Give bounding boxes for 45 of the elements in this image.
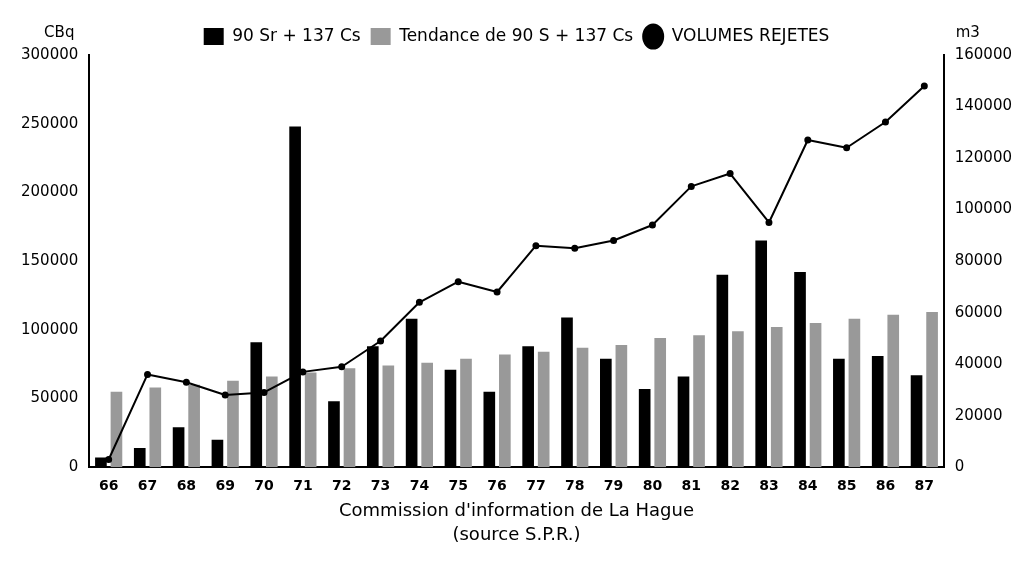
x-tick-label: 87	[914, 477, 935, 494]
y2-tick-label: 140000	[954, 96, 1012, 115]
x-tick-label: 69	[215, 477, 235, 494]
x-tick-label: 68	[176, 477, 197, 494]
text: (source S.P.R.)	[451, 522, 582, 546]
legend-label: VOLUMES REJETES	[671, 24, 830, 45]
y2-tick-label: 0	[954, 457, 965, 476]
y-tick-label: 200000	[21, 182, 79, 201]
x-tick-label: 66	[98, 477, 119, 494]
y-tick-label: 50000	[30, 388, 79, 407]
y2-tick-label: 160000	[954, 44, 1012, 63]
x-tick-label: 73	[370, 477, 391, 494]
x-tick-label: 83	[759, 477, 779, 494]
y2-tick-label: 100000	[954, 199, 1012, 218]
x-tick-label: 72	[331, 477, 352, 494]
x-tick-label: 79	[603, 477, 624, 494]
x-tick-label: 67	[137, 477, 158, 494]
x-tick-label: 86	[875, 477, 896, 494]
x-tick-label: 77	[526, 477, 546, 494]
x-tick-label: 85	[836, 477, 857, 494]
x-tick-label: 80	[642, 477, 663, 494]
y-axis-title: CBq	[44, 23, 75, 42]
x-tick-label: 71	[293, 477, 313, 494]
text: Commission d'information de La Hague	[338, 498, 695, 522]
y2-tick-label: 80000	[954, 250, 1003, 269]
legend-label: 90 Sr + 137 Cs	[232, 24, 361, 45]
y2-tick-label: 40000	[954, 354, 1003, 373]
y-tick-label: 300000	[21, 44, 79, 63]
y2-tick-label: 120000	[954, 147, 1012, 166]
y2-tick-label: 20000	[954, 405, 1003, 424]
y2-tick-label: 60000	[954, 302, 1003, 321]
x-tick-label: 82	[720, 477, 740, 494]
y-tick-label: 150000	[21, 250, 79, 269]
x-tick-label: 74	[409, 477, 430, 494]
x-tick-label: 76	[487, 477, 507, 494]
x-tick-label: 78	[565, 477, 585, 494]
x-tick-label: 70	[254, 477, 275, 494]
y-tick-label: 250000	[21, 113, 79, 132]
x-tick-label: 75	[448, 477, 468, 494]
y2-axis-title: m3	[955, 23, 980, 42]
y-tick-label: 100000	[21, 319, 79, 338]
x-tick-label: 81	[681, 477, 702, 494]
y-tick-label: 0	[68, 457, 79, 476]
x-tick-label: 84	[798, 477, 818, 494]
legend-label: Tendance de 90 S + 137 Cs	[398, 24, 634, 45]
